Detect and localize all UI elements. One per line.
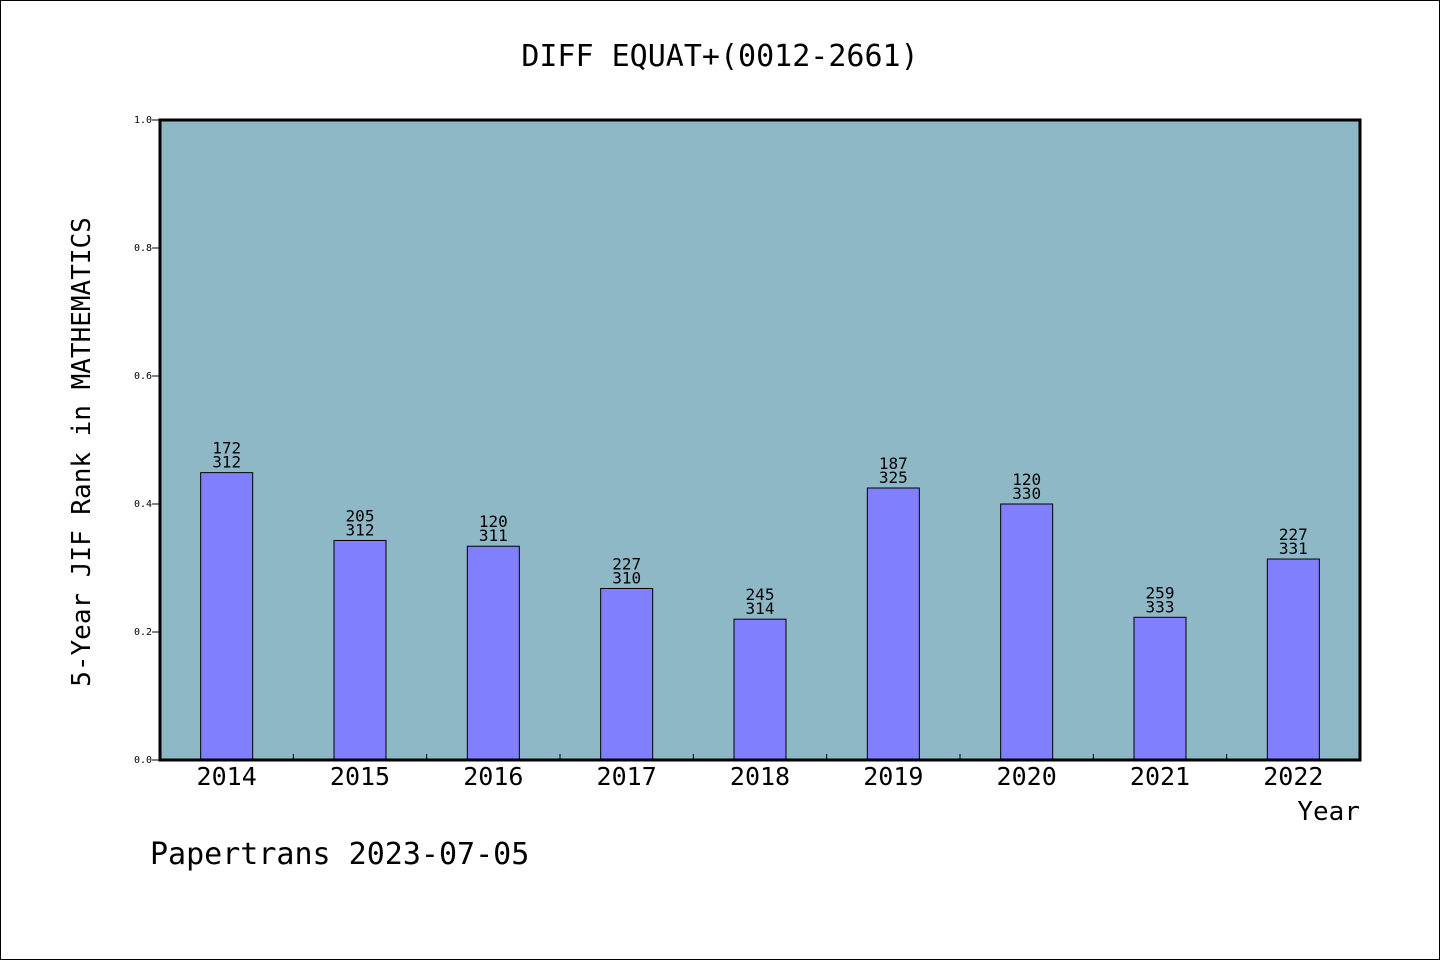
data-label-rank-2021: 259 xyxy=(1146,583,1175,602)
bar-2015 xyxy=(333,539,387,761)
data-label-total-2019: 325 xyxy=(879,468,908,487)
x-axis: 2014 2015 2016 2017 2018 2019 2020 2021 2022 xyxy=(197,754,1323,791)
y-tick-label: 1.0 xyxy=(134,115,152,126)
data-label-total-2021: 333 xyxy=(1146,597,1175,616)
data-label-total-2015: 312 xyxy=(346,520,375,539)
plot-border xyxy=(158,118,1362,762)
y-axis-label: 5-Year JIF Rank in MATHEMATICS xyxy=(67,217,97,687)
y-tick-label: 0.4 xyxy=(134,499,152,510)
data-label-rank-2018: 245 xyxy=(746,585,775,604)
data-label-rank-2017: 227 xyxy=(612,554,641,573)
x-tick-label-2018: 2018 xyxy=(730,762,790,791)
data-label-total-2014: 312 xyxy=(212,453,241,472)
bar-2017 xyxy=(600,587,654,761)
bar-2020 xyxy=(1000,503,1054,761)
y-axis: 0.0 0.2 0.4 0.6 0.8 1.0 xyxy=(134,115,160,766)
x-tick-label-2017: 2017 xyxy=(597,762,657,791)
data-label-rank-2022: 227 xyxy=(1279,525,1308,544)
bars-layer xyxy=(200,472,1320,761)
footer-credit: Papertrans 2023-07-05 xyxy=(150,837,529,872)
y-tick-label: 0.2 xyxy=(134,627,152,638)
y-tick-label: 0.0 xyxy=(134,755,152,766)
bar-2022 xyxy=(1266,558,1320,761)
bar-2019 xyxy=(866,487,920,761)
x-axis-label: Year xyxy=(1297,797,1360,827)
data-label-rank-2019: 187 xyxy=(879,454,908,473)
data-label-rank-2014: 172 xyxy=(212,439,241,458)
data-label-total-2016: 311 xyxy=(479,526,508,545)
x-tick-label-2014: 2014 xyxy=(197,762,257,791)
bar-2021 xyxy=(1133,616,1187,761)
bar-2014 xyxy=(200,472,254,761)
x-tick-label-2015: 2015 xyxy=(330,762,390,791)
bar-2018 xyxy=(733,618,787,761)
x-tick-label-2022: 2022 xyxy=(1263,762,1323,791)
data-label-rank-2016: 120 xyxy=(479,512,508,531)
chart-title: DIFF EQUAT+(0012-2661) xyxy=(521,39,918,74)
y-tick-label: 0.6 xyxy=(134,371,152,382)
x-tick-label-2016: 2016 xyxy=(463,762,523,791)
x-tick-label-2019: 2019 xyxy=(863,762,923,791)
y-tick-label: 0.8 xyxy=(134,243,152,254)
data-label-total-2018: 314 xyxy=(746,599,775,618)
data-label-rank-2020: 120 xyxy=(1012,470,1041,489)
data-label-total-2017: 310 xyxy=(612,568,641,587)
data-label-total-2020: 330 xyxy=(1012,484,1041,503)
x-tick-label-2020: 2020 xyxy=(997,762,1057,791)
x-tick-label-2021: 2021 xyxy=(1130,762,1190,791)
bar-2016 xyxy=(466,545,520,761)
data-label-total-2022: 331 xyxy=(1279,539,1308,558)
data-label-rank-2015: 205 xyxy=(346,506,375,525)
